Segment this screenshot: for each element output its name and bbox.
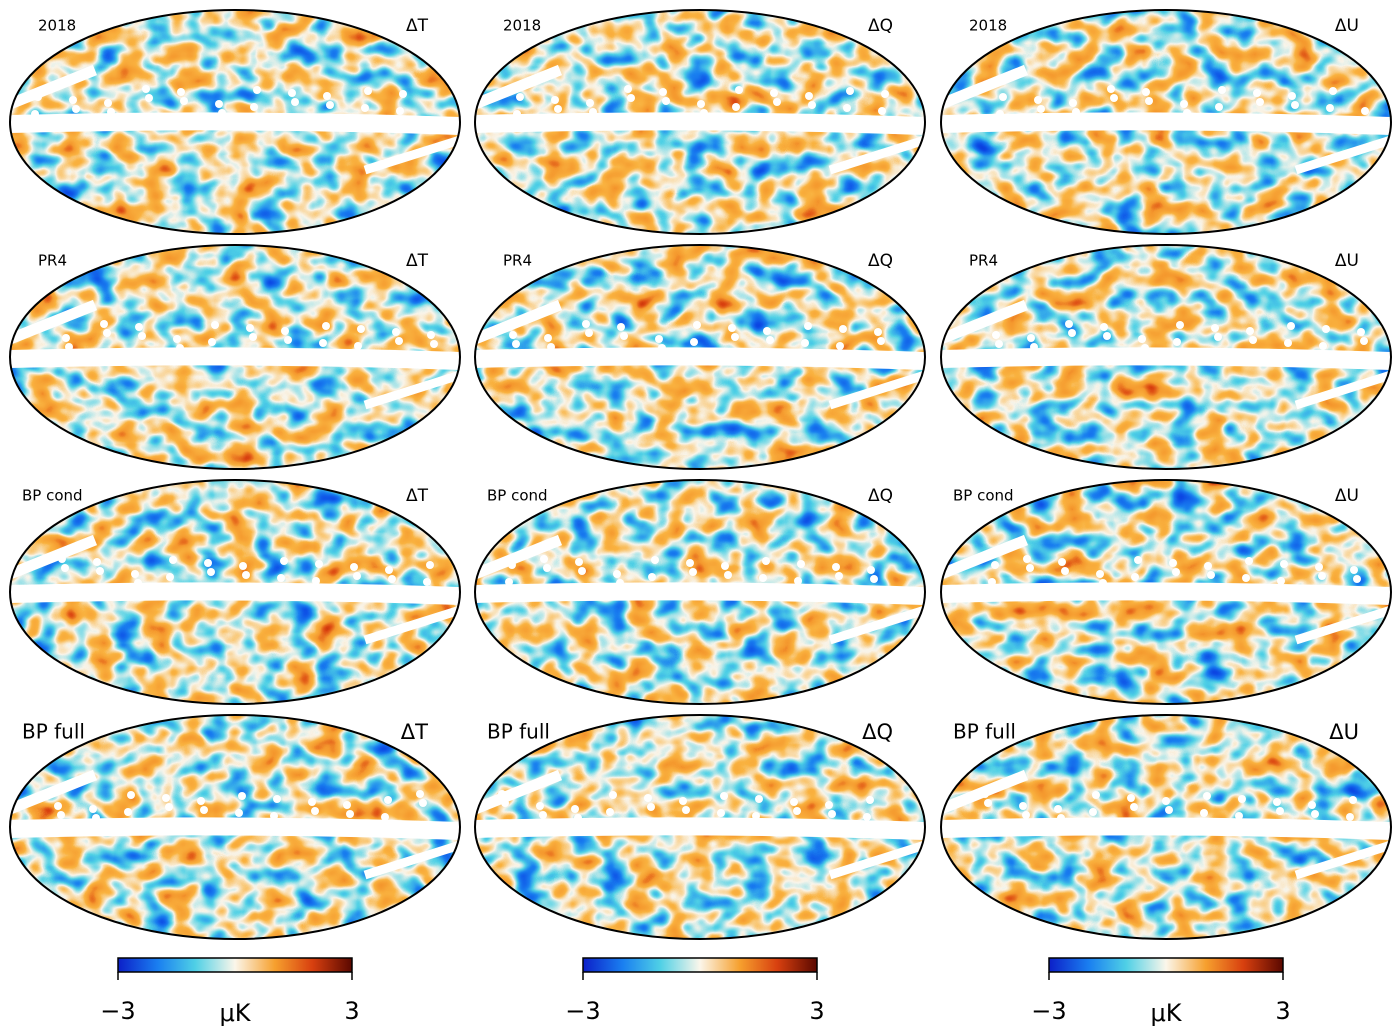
column-label: ΔU (1335, 486, 1359, 506)
column-label: ΔT (406, 251, 429, 271)
column-label: ΔQ (868, 251, 893, 271)
map-outline (940, 479, 1392, 705)
row-label: BP full (953, 720, 1016, 744)
column-label: ΔQ (868, 486, 893, 506)
sky-map (941, 715, 1391, 939)
row-label: PR4 (503, 252, 532, 270)
row-label: 2018 (503, 17, 541, 35)
row-label: 2018 (969, 17, 1007, 35)
map-outline (474, 9, 926, 235)
colorbar-label: μK (219, 999, 251, 1027)
sky-map (475, 715, 925, 939)
sky-map (10, 245, 460, 469)
map-outline (474, 714, 926, 940)
sky-map (10, 480, 460, 704)
sky-map (10, 10, 460, 234)
colorbar-label: μK (1150, 999, 1182, 1027)
map-outline (9, 9, 461, 235)
sky-map (475, 10, 925, 234)
column-label: ΔT (406, 16, 429, 36)
map-outline (940, 714, 1392, 940)
tick-label: −3 (1031, 997, 1066, 1025)
sky-map (10, 715, 460, 939)
tick-label: 3 (344, 997, 359, 1025)
row-label: BP cond (953, 487, 1014, 505)
map-outline (940, 244, 1392, 470)
sky-map (941, 10, 1391, 234)
row-label: BP full (22, 720, 85, 744)
column-label: ΔU (1329, 720, 1359, 744)
row-label: 2018 (38, 17, 76, 35)
map-outline (9, 244, 461, 470)
column-label: ΔQ (862, 720, 893, 744)
row-label: PR4 (38, 252, 67, 270)
map-outline (9, 714, 461, 940)
column-label: ΔU (1335, 16, 1359, 36)
colorbar (117, 957, 353, 973)
sky-map (475, 245, 925, 469)
sky-map (475, 480, 925, 704)
sky-map (941, 245, 1391, 469)
map-outline (9, 479, 461, 705)
sky-map (941, 480, 1391, 704)
tick-label: −3 (565, 997, 600, 1025)
tick-label: 3 (1275, 997, 1290, 1025)
row-label: PR4 (969, 252, 998, 270)
column-label: ΔT (406, 486, 429, 506)
column-label: ΔU (1335, 251, 1359, 271)
map-outline (474, 479, 926, 705)
row-label: BP full (487, 720, 550, 744)
map-outline (940, 9, 1392, 235)
colorbar (582, 957, 818, 973)
tick-label: −3 (100, 997, 135, 1025)
column-label: ΔQ (868, 16, 893, 36)
row-label: BP cond (22, 487, 83, 505)
tick-label: 3 (809, 997, 824, 1025)
row-label: BP cond (487, 487, 548, 505)
colorbar (1048, 957, 1284, 973)
column-label: ΔT (401, 720, 428, 744)
map-outline (474, 244, 926, 470)
